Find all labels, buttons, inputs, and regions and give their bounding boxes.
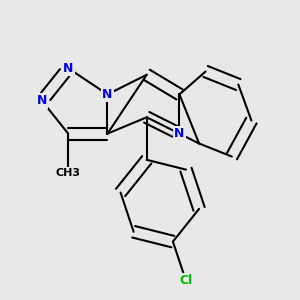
Text: CH3: CH3	[56, 168, 81, 178]
Text: N: N	[174, 127, 184, 140]
Text: N: N	[63, 62, 74, 75]
Text: Cl: Cl	[179, 274, 193, 287]
Text: N: N	[102, 88, 113, 101]
Text: N: N	[37, 94, 47, 107]
